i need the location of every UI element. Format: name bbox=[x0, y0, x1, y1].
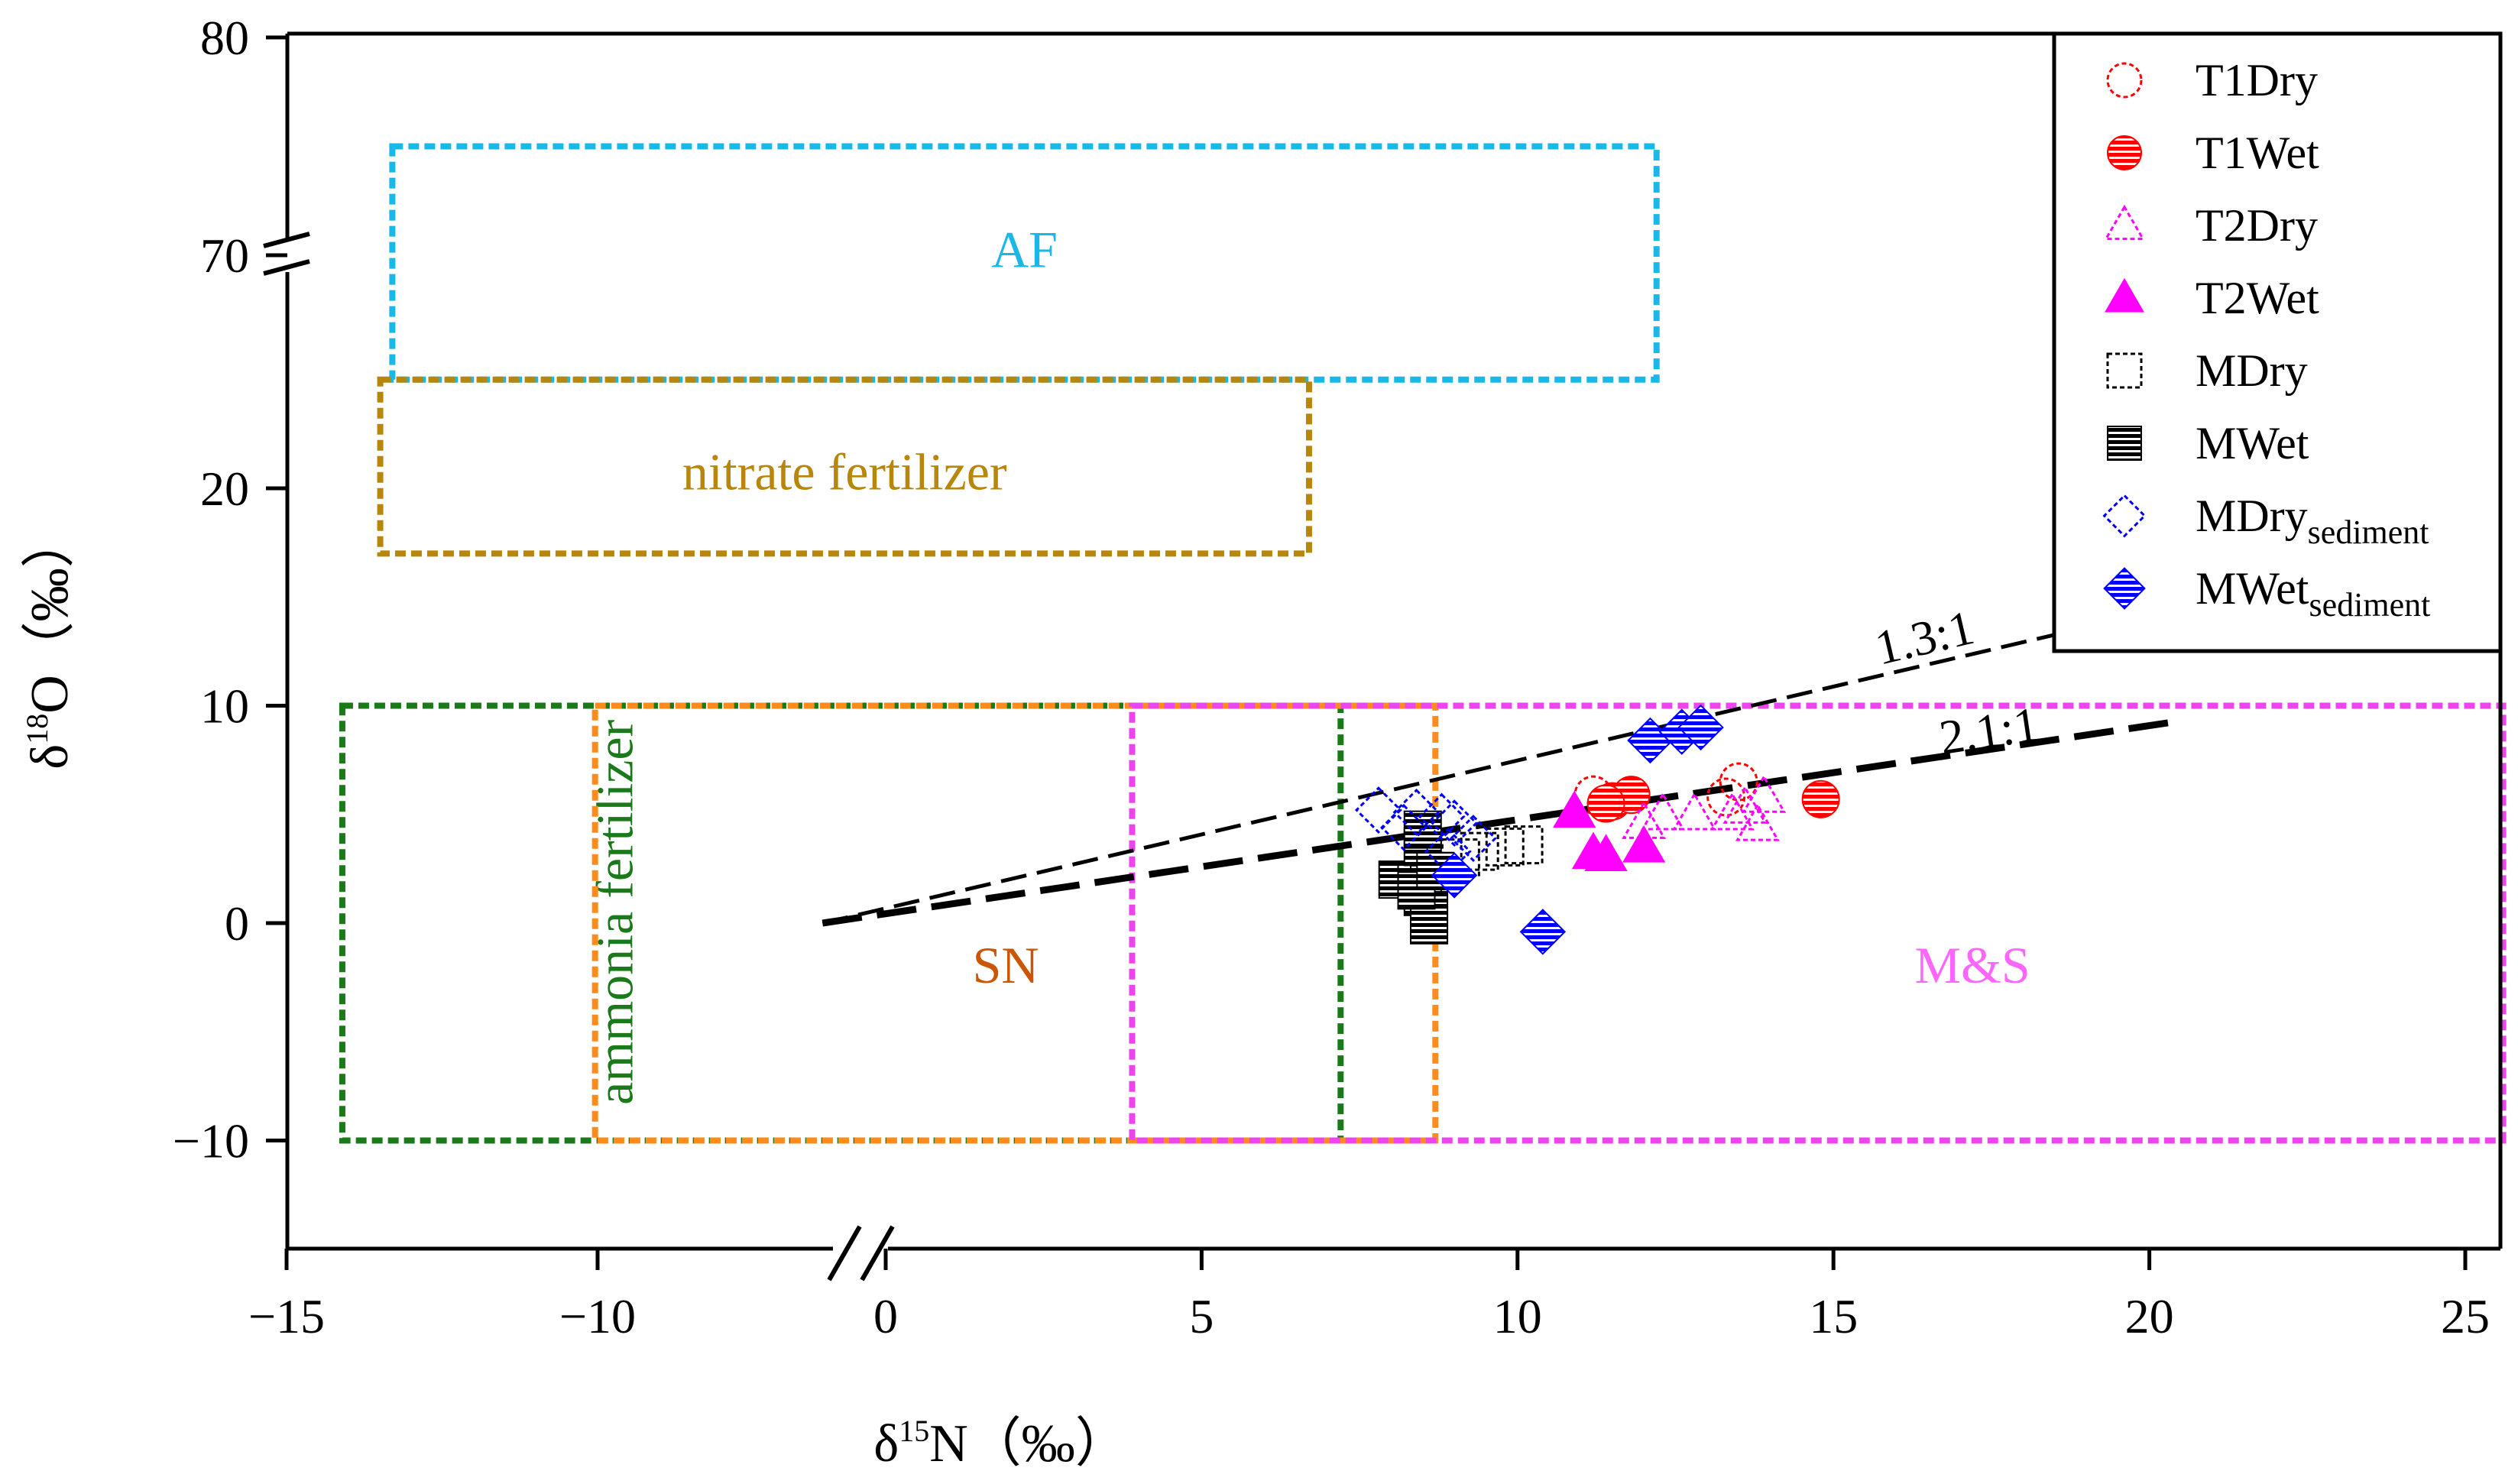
slope-line-1.3:1 bbox=[822, 625, 2087, 925]
point-MWet bbox=[1410, 906, 1449, 945]
legend-marker-T2Dry bbox=[2104, 204, 2145, 241]
x-tick-label: 25 bbox=[2441, 1289, 2490, 1343]
region-box-nitrate-fertilizer bbox=[377, 376, 1312, 557]
legend-marker-MWet bbox=[2107, 426, 2142, 461]
x-tick-label: −15 bbox=[248, 1289, 325, 1343]
x-axis-break bbox=[827, 1225, 895, 1281]
point-MDry bbox=[1485, 827, 1525, 867]
point-MDry_sediment bbox=[1380, 803, 1428, 851]
region-box-M&S bbox=[1129, 702, 2507, 1144]
point-T2Dry bbox=[1672, 792, 1717, 831]
legend-marker-T1Dry bbox=[2106, 62, 2143, 99]
y-tick-label: 20 bbox=[200, 462, 249, 516]
legend-label: T1Wet bbox=[2196, 128, 2319, 178]
point-T2Dry bbox=[1622, 800, 1667, 839]
point-MDry_sediment bbox=[1392, 788, 1440, 836]
point-MDry_sediment bbox=[1450, 815, 1497, 862]
slope-label-1.3:1: 1.3:1 bbox=[1870, 600, 1979, 676]
x-tick-label: 0 bbox=[873, 1289, 898, 1343]
x-tick-label: 10 bbox=[1493, 1289, 1542, 1343]
point-MDry bbox=[1460, 831, 1499, 871]
y-tick-label: 70 bbox=[200, 228, 249, 283]
series-T1Wet bbox=[1586, 776, 1840, 823]
y-tick-label: 80 bbox=[200, 11, 249, 65]
point-T2Dry bbox=[1735, 802, 1780, 841]
point-MDry_sediment bbox=[1418, 792, 1466, 841]
legend-label: T1Dry bbox=[2196, 55, 2318, 105]
point-MWet_sediment bbox=[1677, 704, 1724, 751]
legend-marker-MWet_sediment bbox=[2103, 567, 2146, 610]
legend-marker-MDry bbox=[2106, 352, 2143, 389]
legend-item-MWet_sediment: MWetsediment bbox=[2103, 563, 2430, 624]
point-MWet_sediment bbox=[1431, 852, 1478, 899]
series-T2Dry bbox=[1622, 774, 1787, 841]
point-T2Dry bbox=[1722, 785, 1768, 824]
data-points bbox=[1354, 704, 1840, 955]
x-tick-label: −10 bbox=[559, 1289, 636, 1343]
x-tick-label: 20 bbox=[2125, 1289, 2174, 1343]
legend-label: MDry bbox=[2196, 345, 2308, 396]
legend-item-MWet: MWet bbox=[2107, 418, 2309, 468]
point-MDry_sediment bbox=[1431, 799, 1479, 847]
point-T2Wet bbox=[1553, 790, 1596, 828]
legend-item-MDry: MDry bbox=[2106, 345, 2308, 396]
legend-item-T2Wet: T2Wet bbox=[2105, 273, 2319, 323]
region-label-nitrate-fertilizer: nitrate fertilizer bbox=[682, 442, 1007, 501]
point-T2Dry bbox=[1742, 774, 1787, 813]
legend-label: MWet bbox=[2196, 418, 2309, 468]
point-MWet_sediment bbox=[1519, 909, 1567, 955]
point-MDry_sediment bbox=[1354, 786, 1402, 834]
x-tick-label: 15 bbox=[1809, 1289, 1858, 1343]
region-box-SN bbox=[591, 702, 1439, 1144]
legend-item-T1Wet: T1Wet bbox=[2107, 128, 2319, 178]
point-T1Dry bbox=[1706, 777, 1746, 817]
point-T2Dry bbox=[1640, 792, 1685, 831]
legend-item-T2Dry: T2Dry bbox=[2104, 200, 2318, 251]
legend: T1Dry T1Wet T2Dry T2Wet MDry MWet MDrysediment… bbox=[2052, 31, 2503, 653]
legend-label: MWetsediment bbox=[2196, 563, 2430, 624]
y-tick-label: −10 bbox=[173, 1114, 249, 1168]
legend-marker-T2Wet bbox=[2105, 277, 2144, 313]
y-axis-break bbox=[263, 232, 310, 276]
region-label-AF: AF bbox=[991, 221, 1058, 279]
legend-item-T1Dry: T1Dry bbox=[2106, 55, 2318, 105]
series-MWet_sediment bbox=[1431, 704, 1724, 955]
x-tick-label: 5 bbox=[1189, 1289, 1214, 1343]
region-label-M&S: M&S bbox=[1915, 936, 2030, 994]
y-axis-title: δ18O（‰） bbox=[20, 514, 79, 770]
point-T1Wet bbox=[1586, 784, 1625, 823]
y-tick-label: 0 bbox=[225, 896, 249, 951]
legend-label: T2Dry bbox=[2196, 200, 2318, 251]
legend-label: T2Wet bbox=[2196, 273, 2319, 323]
x-axis-title: δ15N（‰） bbox=[873, 1414, 1129, 1473]
region-label-SN: SN bbox=[973, 936, 1039, 994]
region-box-AF bbox=[389, 143, 1660, 383]
y-tick-label: 10 bbox=[200, 679, 249, 734]
slope-line-2.1:1 bbox=[822, 717, 2182, 927]
slope-lines: 1.3:12.1:1 bbox=[822, 600, 2182, 927]
point-T1Wet bbox=[1801, 779, 1840, 818]
point-T2Dry bbox=[1709, 792, 1755, 831]
point-T2Wet bbox=[1584, 834, 1628, 872]
series-MWet bbox=[1378, 810, 1455, 945]
legend-item-MDry_sediment: MDrysediment bbox=[2102, 491, 2429, 551]
legend-box bbox=[2052, 31, 2503, 653]
series-T2Wet bbox=[1553, 790, 1666, 872]
point-T1Dry bbox=[1719, 762, 1758, 802]
legend-marker-MDry_sediment bbox=[2102, 494, 2147, 538]
point-T2Wet bbox=[1622, 825, 1666, 863]
legend-label: MDrysediment bbox=[2196, 491, 2429, 551]
legend-marker-T1Wet bbox=[2107, 135, 2142, 170]
